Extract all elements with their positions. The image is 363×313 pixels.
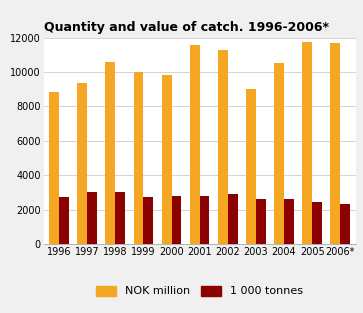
Bar bbox=[218, 50, 228, 244]
Bar bbox=[312, 202, 322, 244]
Text: Quantity and value of catch. 1996-2006*: Quantity and value of catch. 1996-2006* bbox=[44, 21, 329, 33]
Bar bbox=[87, 192, 97, 244]
Bar bbox=[115, 192, 125, 244]
Bar bbox=[284, 199, 294, 244]
Bar bbox=[340, 204, 350, 244]
Bar bbox=[256, 198, 266, 244]
Bar bbox=[228, 194, 238, 244]
Bar bbox=[77, 83, 87, 244]
Bar bbox=[59, 197, 69, 244]
Legend: NOK million, 1 000 tonnes: NOK million, 1 000 tonnes bbox=[96, 286, 303, 296]
Bar bbox=[246, 89, 256, 244]
Bar bbox=[162, 75, 172, 244]
Bar bbox=[172, 196, 182, 244]
Bar bbox=[105, 62, 115, 244]
Bar bbox=[302, 42, 312, 244]
Bar bbox=[143, 197, 153, 244]
Bar bbox=[200, 196, 209, 244]
Bar bbox=[274, 63, 284, 244]
Bar bbox=[134, 72, 143, 244]
Bar bbox=[190, 45, 200, 244]
Bar bbox=[330, 43, 340, 244]
Bar bbox=[49, 92, 59, 244]
